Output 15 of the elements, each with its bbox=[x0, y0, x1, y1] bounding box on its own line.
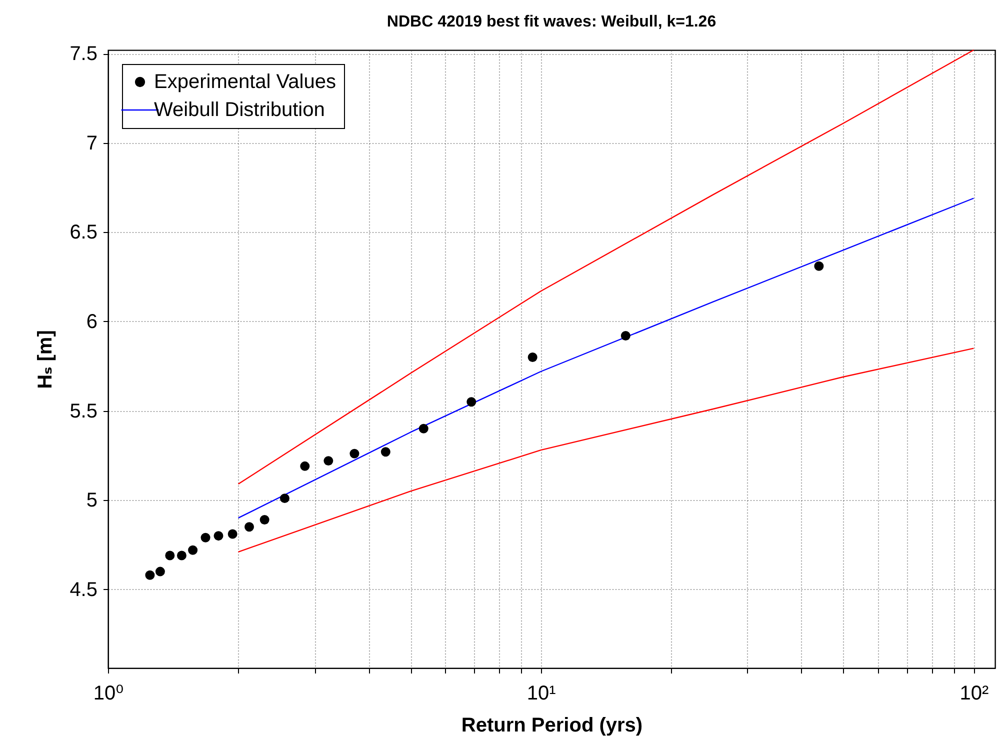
legend-label: Experimental Values bbox=[154, 71, 336, 93]
x-axis-title: Return Period (yrs) bbox=[461, 714, 643, 736]
legend-label: Weibull Distribution bbox=[154, 99, 325, 121]
y-tick-label: 7 bbox=[86, 132, 98, 154]
chart-title: NDBC 42019 best fit waves: Weibull, k=1.26 bbox=[386, 14, 716, 31]
y-axis-title: Hₛ [m] bbox=[34, 330, 57, 389]
x-tick-label: 10⁰ bbox=[93, 682, 124, 704]
y-tick-label: 6.5 bbox=[70, 222, 98, 244]
y-tick-label: 6 bbox=[86, 310, 98, 333]
y-tick-label: 7.5 bbox=[70, 43, 98, 66]
y-tick-label: 5.5 bbox=[70, 400, 98, 422]
y-tick-label: 4.5 bbox=[70, 578, 98, 601]
y-tick-label: 5 bbox=[86, 490, 98, 512]
x-tick-label: 10² bbox=[960, 682, 989, 704]
x-tick-label: 10¹ bbox=[526, 682, 556, 704]
